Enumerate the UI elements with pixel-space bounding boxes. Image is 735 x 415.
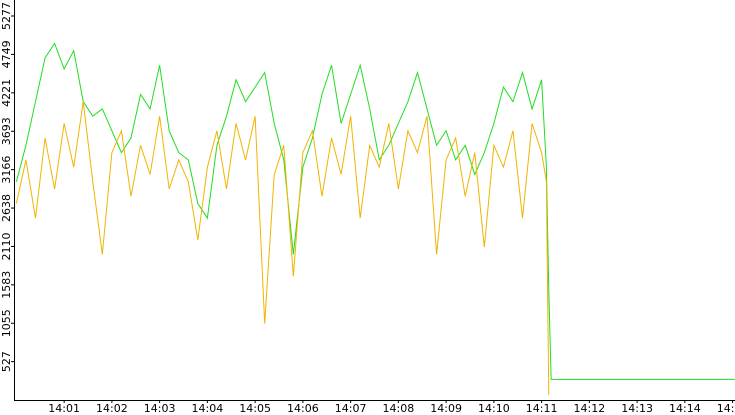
x-tick-label: 14:03: [144, 402, 176, 415]
y-tick-label: 1055: [0, 309, 13, 337]
y-tick-label: 4221: [0, 79, 13, 107]
y-tick-label: 527: [0, 351, 13, 372]
y-tick-label: 5277: [0, 2, 13, 30]
x-tick-label: 14:13: [621, 402, 653, 415]
y-tick-label: 4749: [0, 40, 13, 68]
x-tick-label: 14:14: [669, 402, 701, 415]
series-line: [15, 101, 550, 395]
x-tick-label: 14:07: [335, 402, 367, 415]
x-tick-label: 14:08: [383, 402, 415, 415]
y-tick-label: 1583: [0, 271, 13, 299]
x-tick-label: 14:05: [239, 402, 271, 415]
x-tick-label: 14:04: [192, 402, 224, 415]
x-tick-label: 14:15: [717, 402, 735, 415]
y-tick-label: 3166: [0, 156, 13, 184]
x-tick-label: 14:10: [478, 402, 510, 415]
y-tick-label: 3693: [0, 117, 13, 145]
x-tick-label: 14:02: [96, 402, 128, 415]
y-tick-label: 2638: [0, 194, 13, 222]
series-line: [15, 42, 735, 380]
x-tick-label: 14:09: [430, 402, 462, 415]
x-tick-label: 14:01: [48, 402, 80, 415]
x-tick-label: 14:12: [574, 402, 606, 415]
x-tick-label: 14:11: [526, 402, 558, 415]
y-tick-label: 2110: [0, 232, 13, 260]
x-tick-label: 14:06: [287, 402, 319, 415]
